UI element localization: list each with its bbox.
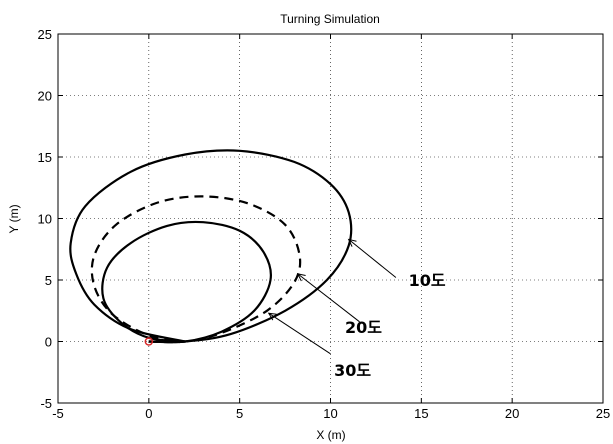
start-marker	[144, 337, 154, 346]
x-tick-label: 0	[145, 406, 152, 421]
annotation-group: 10도 20도 30도	[267, 238, 446, 380]
marker-group	[144, 337, 154, 346]
series-line-1	[69, 149, 353, 344]
annotation-label-2: 20도	[345, 318, 382, 337]
series-line-3	[101, 220, 272, 344]
x-tick-label: 15	[414, 406, 428, 421]
y-tick-label: 0	[45, 335, 52, 350]
annotation-arrowhead-1	[347, 238, 357, 247]
annotation-label-3: 30도	[334, 361, 371, 380]
x-axis-label: X (m)	[316, 428, 345, 442]
annotation-arrow-3	[268, 312, 331, 355]
grid	[58, 34, 603, 403]
x-tick-label: 10	[323, 406, 337, 421]
y-tick-label: 10	[38, 212, 52, 227]
series-line-2	[90, 195, 302, 344]
annotation-arrowhead-2	[296, 273, 306, 282]
x-tick-label: -5	[52, 406, 64, 421]
chart-title: Turning Simulation	[280, 12, 380, 26]
y-tick-label: 5	[45, 273, 52, 288]
annotation-arrowhead-3	[267, 312, 277, 321]
y-tick-label: 25	[38, 27, 52, 42]
annotation-arrow-1	[348, 239, 397, 278]
x-tick-label: 5	[236, 406, 243, 421]
annotation-arrow-2	[297, 273, 360, 323]
series-group	[69, 149, 353, 344]
tick-group: -5 0 5 10 15 20 25 -5 0 5 10 15 20 25	[38, 27, 611, 421]
x-tick-label: 25	[596, 406, 610, 421]
y-tick-label: 15	[38, 150, 52, 165]
y-tick-label: -5	[40, 396, 52, 411]
annotation-label-1: 10도	[409, 271, 446, 290]
y-axis-label: Y (m)	[7, 204, 21, 233]
x-tick-label: 20	[505, 406, 519, 421]
y-tick-label: 20	[38, 89, 52, 104]
